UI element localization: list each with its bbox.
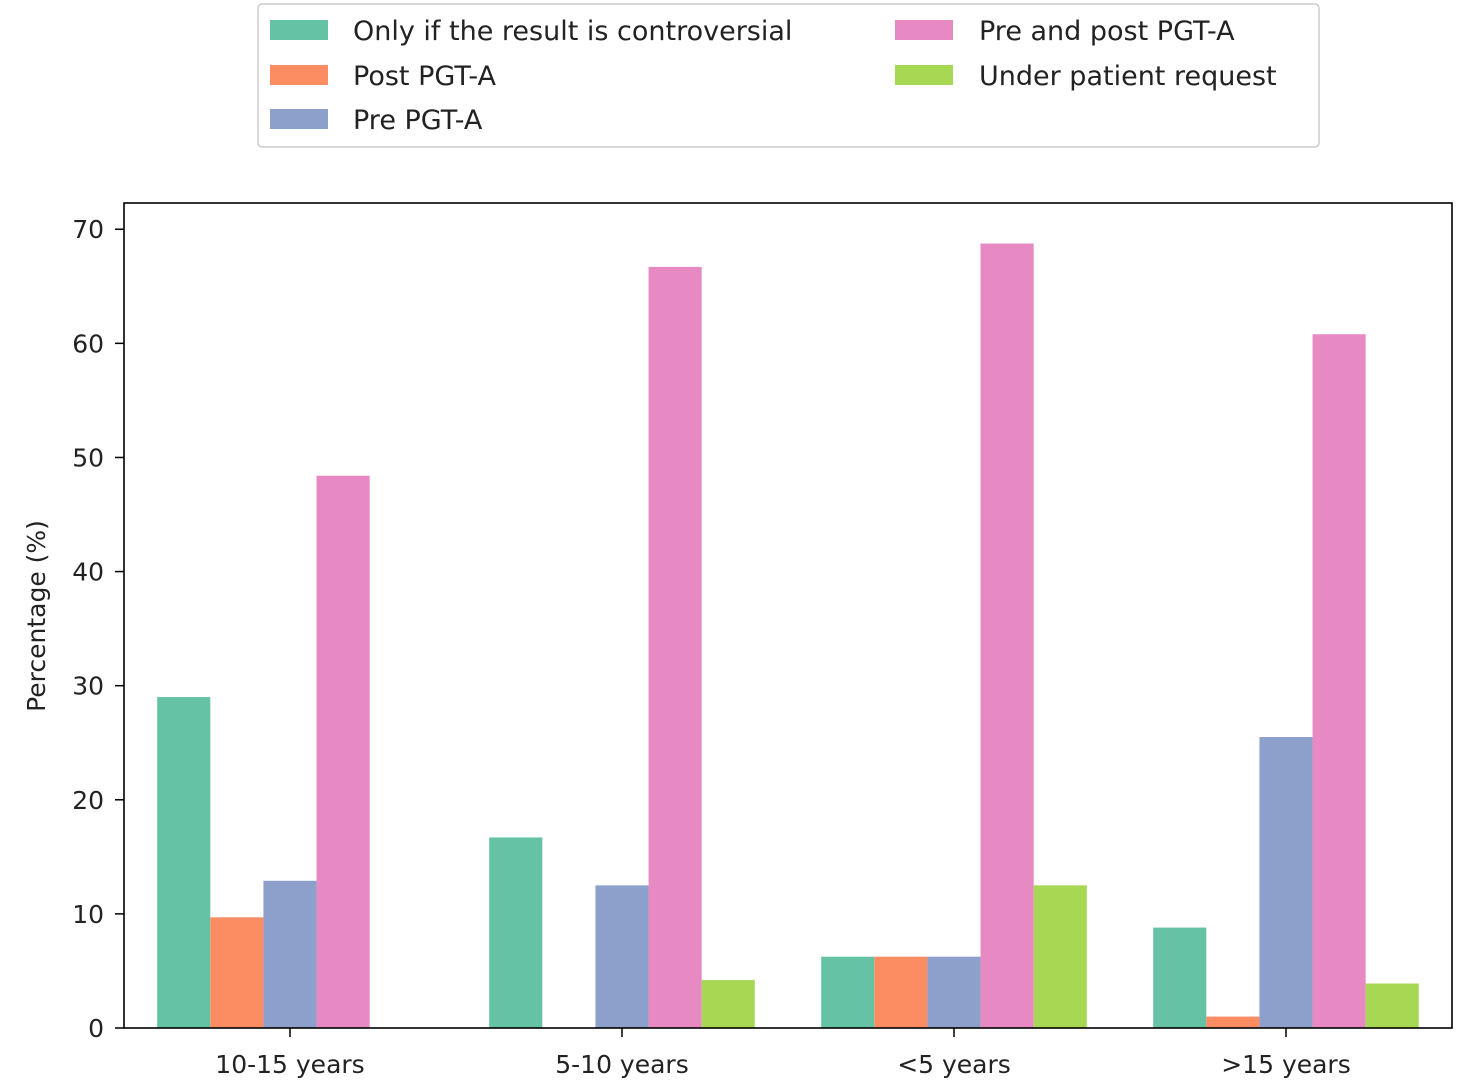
bar	[821, 956, 875, 1028]
bar	[980, 243, 1034, 1028]
x-tick-label: 10-15 years	[215, 1050, 364, 1079]
bar	[701, 980, 755, 1028]
y-tick-label: 70	[72, 215, 104, 244]
y-axis-label: Percentage (%)	[22, 520, 51, 712]
y-tick-label: 20	[72, 786, 104, 815]
legend-label: Only if the result is controversial	[353, 16, 792, 47]
legend-swatch	[895, 65, 953, 85]
x-axis: 10-15 years 5-10 years <5 years >15 years	[215, 1028, 1351, 1079]
y-tick-label: 10	[72, 900, 104, 929]
y-tick-label: 30	[72, 672, 104, 701]
legend-frame	[257, 3, 1320, 148]
bar	[1312, 334, 1366, 1028]
bar	[874, 956, 928, 1028]
bar	[489, 837, 543, 1028]
bar	[1153, 927, 1207, 1028]
legend-label: Under patient request	[979, 61, 1277, 92]
legend-swatch	[895, 20, 953, 40]
bar	[1259, 737, 1313, 1028]
bar	[927, 956, 981, 1028]
y-tick-label: 40	[72, 558, 104, 587]
legend: Only if the result is controversial Post …	[257, 3, 1320, 148]
bar	[1033, 885, 1087, 1028]
y-tick-label: 0	[88, 1014, 104, 1043]
legend-swatch	[270, 109, 328, 129]
x-tick-label: 5-10 years	[555, 1050, 688, 1079]
bars	[157, 243, 1419, 1029]
bar	[210, 917, 264, 1028]
legend-label: Pre and post PGT-A	[979, 16, 1235, 47]
legend-label: Pre PGT-A	[353, 105, 483, 136]
y-tick-label: 60	[72, 329, 104, 358]
bar	[263, 880, 317, 1028]
legend-label: Post PGT-A	[353, 61, 496, 92]
y-tick-label: 50	[72, 443, 104, 472]
legend-swatch	[270, 20, 328, 40]
legend-swatch	[270, 65, 328, 85]
bar	[316, 475, 370, 1028]
bar	[1365, 983, 1419, 1028]
plot-frame	[123, 202, 1453, 1029]
y-axis: 0 10 20 30 40 50 60 70	[72, 215, 124, 1043]
bar	[157, 697, 211, 1028]
x-tick-label: <5 years	[897, 1050, 1011, 1079]
x-tick-label: >15 years	[1221, 1050, 1351, 1079]
bar	[1206, 1016, 1260, 1028]
bar	[648, 266, 702, 1029]
bar	[595, 885, 649, 1028]
